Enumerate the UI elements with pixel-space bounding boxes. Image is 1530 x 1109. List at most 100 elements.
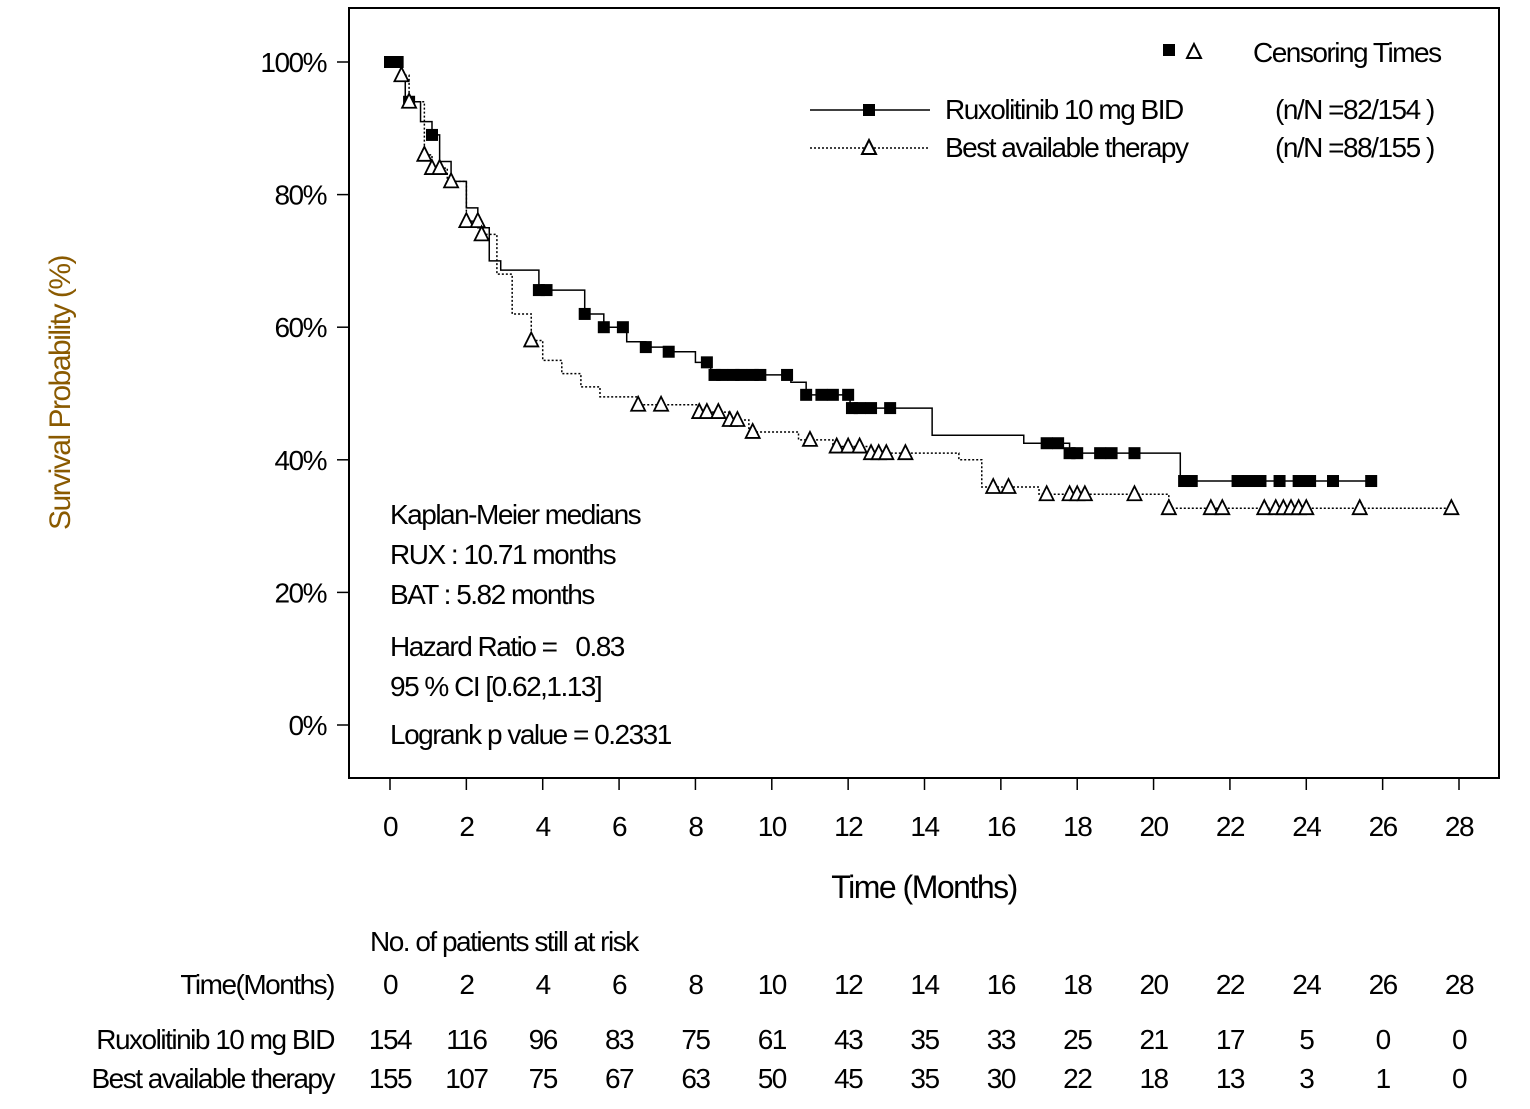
risk-row-label-bat: Best available therapy bbox=[91, 1063, 335, 1094]
censor-square-marker bbox=[1105, 447, 1118, 460]
censor-triangle-marker bbox=[1202, 498, 1220, 516]
censor-square-marker bbox=[540, 284, 553, 297]
x-tick-label: 6 bbox=[612, 811, 627, 842]
annotation-hazard-ratio: Hazard Ratio = 0.83 bbox=[390, 631, 625, 662]
risk-table-title: No. of patients still at risk bbox=[370, 926, 640, 957]
x-tick-label: 4 bbox=[536, 811, 551, 842]
legend-triangle-icon bbox=[860, 137, 878, 155]
risk-count: 1 bbox=[1376, 1063, 1391, 1094]
bat-survival-curve bbox=[390, 61, 1452, 509]
x-tick-label: 16 bbox=[987, 811, 1016, 842]
censor-triangle-marker bbox=[392, 65, 410, 83]
risk-count: 107 bbox=[445, 1063, 488, 1094]
censor-triangle-marker bbox=[457, 211, 475, 229]
censor-triangle-marker bbox=[1000, 476, 1017, 494]
x-axis-label: Time (Months) bbox=[831, 869, 1017, 905]
legend-label-rux: Ruxolitinib 10 mg BID bbox=[945, 94, 1183, 125]
annotation-logrank: Logrank p value = 0.2331 bbox=[390, 719, 672, 750]
risk-time: 8 bbox=[688, 969, 703, 1000]
censor-triangle-marker bbox=[1442, 498, 1460, 516]
legend-count-rux: (n/N =82/154 ) bbox=[1275, 94, 1434, 125]
y-axis-label: Survival Probability (%) bbox=[44, 255, 77, 530]
risk-count: 96 bbox=[529, 1024, 558, 1055]
censor-triangle-marker bbox=[442, 171, 460, 189]
risk-count: 116 bbox=[446, 1024, 487, 1055]
risk-count: 35 bbox=[910, 1024, 939, 1055]
censor-square-marker bbox=[639, 341, 652, 354]
risk-count: 75 bbox=[529, 1063, 558, 1094]
censor-triangle-marker bbox=[698, 402, 716, 419]
y-tick-label: 40% bbox=[274, 445, 326, 476]
x-tick-label: 22 bbox=[1216, 811, 1245, 842]
annotation-rux-median: RUX : 10.71 months bbox=[390, 539, 616, 570]
risk-time: 26 bbox=[1369, 969, 1398, 1000]
censor-triangle-marker bbox=[1255, 498, 1273, 516]
censor-square-marker bbox=[735, 368, 748, 381]
censor-square-marker bbox=[1128, 447, 1141, 460]
x-tick-label: 26 bbox=[1369, 811, 1398, 842]
risk-count: 30 bbox=[987, 1063, 1016, 1094]
censor-square-marker bbox=[716, 368, 729, 381]
censor-square-marker bbox=[662, 345, 675, 358]
x-tick-label: 18 bbox=[1063, 811, 1092, 842]
censor-square-marker bbox=[865, 402, 878, 415]
censor-triangle-marker bbox=[877, 443, 895, 461]
risk-time: 22 bbox=[1216, 969, 1245, 1000]
y-tick-label: 20% bbox=[274, 577, 326, 608]
risk-count: 0 bbox=[1452, 1063, 1467, 1094]
risk-count: 35 bbox=[910, 1063, 939, 1094]
legend-censor-title: Censoring Times bbox=[1253, 37, 1441, 68]
censor-square-marker bbox=[800, 388, 813, 401]
censor-triangle-marker bbox=[984, 476, 1002, 494]
censor-triangle-marker bbox=[1038, 484, 1056, 502]
censor-triangle-marker bbox=[629, 394, 647, 412]
censor-square-marker bbox=[1292, 475, 1305, 488]
risk-count: 0 bbox=[1452, 1024, 1467, 1055]
censor-square-marker bbox=[1273, 475, 1286, 488]
censor-square-marker bbox=[597, 321, 610, 334]
censor-square-marker bbox=[391, 56, 404, 68]
risk-time: 20 bbox=[1139, 969, 1168, 1000]
censor-square-marker bbox=[616, 321, 629, 334]
risk-time: 28 bbox=[1445, 969, 1474, 1000]
censor-triangle-marker bbox=[1297, 498, 1315, 516]
risk-count: 45 bbox=[834, 1063, 863, 1094]
risk-time: 18 bbox=[1063, 969, 1092, 1000]
x-tick-label: 2 bbox=[459, 811, 474, 842]
risk-row-label-rux: Ruxolitinib 10 mg BID bbox=[96, 1024, 334, 1055]
risk-count: 63 bbox=[681, 1063, 710, 1094]
x-tick-label: 8 bbox=[688, 811, 703, 842]
censor-square-marker bbox=[884, 402, 897, 415]
censor-square-marker bbox=[1304, 475, 1317, 488]
risk-count: 67 bbox=[605, 1063, 634, 1094]
y-tick-label: 80% bbox=[274, 180, 326, 211]
censor-triangle-marker bbox=[473, 224, 491, 242]
legend-label-bat: Best available therapy bbox=[945, 132, 1189, 163]
censor-square-marker bbox=[425, 128, 438, 141]
rux-survival-curve bbox=[390, 61, 1372, 482]
censor-square-marker bbox=[1094, 447, 1107, 460]
risk-count: 18 bbox=[1139, 1063, 1168, 1094]
risk-count: 21 bbox=[1139, 1024, 1168, 1055]
risk-count: 3 bbox=[1299, 1063, 1314, 1094]
censor-square-marker bbox=[1052, 437, 1065, 450]
censor-triangle-marker bbox=[1076, 484, 1094, 502]
risk-time: 10 bbox=[758, 969, 787, 1000]
censor-triangle-marker bbox=[851, 436, 869, 454]
risk-count: 33 bbox=[987, 1024, 1016, 1055]
censor-triangle-marker bbox=[744, 421, 762, 439]
y-tick-label: 0% bbox=[289, 710, 327, 741]
x-tick-label: 12 bbox=[834, 811, 863, 842]
risk-count: 83 bbox=[605, 1024, 634, 1055]
risk-time: 4 bbox=[536, 969, 551, 1000]
risk-time: 2 bbox=[459, 969, 474, 1000]
risk-count: 155 bbox=[369, 1063, 412, 1094]
censor-triangle-marker bbox=[1213, 498, 1231, 516]
censor-square-marker bbox=[1071, 447, 1084, 460]
risk-count: 61 bbox=[758, 1024, 787, 1055]
risk-count: 50 bbox=[758, 1063, 787, 1094]
censor-square-marker bbox=[754, 368, 767, 381]
censor-triangle-marker bbox=[652, 394, 670, 412]
risk-time: 16 bbox=[987, 969, 1016, 1000]
x-tick-label: 28 bbox=[1445, 811, 1474, 842]
